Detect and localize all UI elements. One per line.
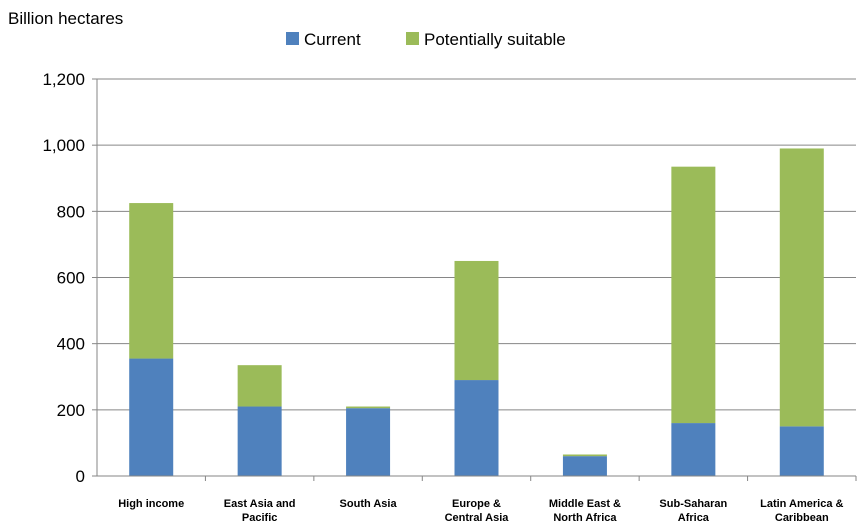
bar-segment-potentially-suitable [129,203,174,359]
y-axis-title: Billion hectares [8,9,123,28]
bar-segment-potentially-suitable [237,365,282,407]
y-tick-label: 600 [57,269,85,288]
legend-label-potentially-suitable: Potentially suitable [424,30,566,49]
x-axis-labels: High income East Asia and Pacific South Asi… [118,476,857,524]
bar-segment-current [562,456,607,476]
x-category-label: Sub-Saharan Africa [659,498,727,524]
bar-segment-potentially-suitable [562,454,607,457]
bars [129,148,824,476]
legend: Current Potentially suitable [286,30,566,49]
y-tick-label: 1,200 [42,70,85,89]
bar-segment-current [671,423,716,476]
x-category-label: South Asia [340,498,398,510]
bar-segment-current [454,380,499,476]
bar-segment-potentially-suitable [346,406,391,409]
y-tick-label: 0 [76,467,85,486]
bar-segment-current [237,406,282,476]
bar-segment-current [779,426,824,476]
x-category-label: High income [118,498,184,510]
legend-label-current: Current [304,30,361,49]
x-category-label: Europe & Central Asia [445,498,510,524]
x-category-label: Middle East & North Africa [549,498,621,524]
bar-segment-potentially-suitable [779,148,824,427]
legend-swatch-potentially-suitable [406,32,419,45]
y-axis-ticks: 0 200 400 600 800 1,000 1,200 [42,70,97,486]
bar-segment-potentially-suitable [671,166,716,424]
y-tick-label: 200 [57,401,85,420]
y-tick-label: 1,000 [42,136,85,155]
bar-segment-potentially-suitable [454,260,499,381]
y-tick-label: 800 [57,202,85,221]
x-category-label: Latin America & Caribbean [760,498,843,524]
bar-segment-current [129,358,174,476]
legend-swatch-current [286,32,299,45]
y-tick-label: 400 [57,335,85,354]
x-category-label: East Asia and Pacific [224,498,296,524]
bar-segment-current [346,408,391,476]
